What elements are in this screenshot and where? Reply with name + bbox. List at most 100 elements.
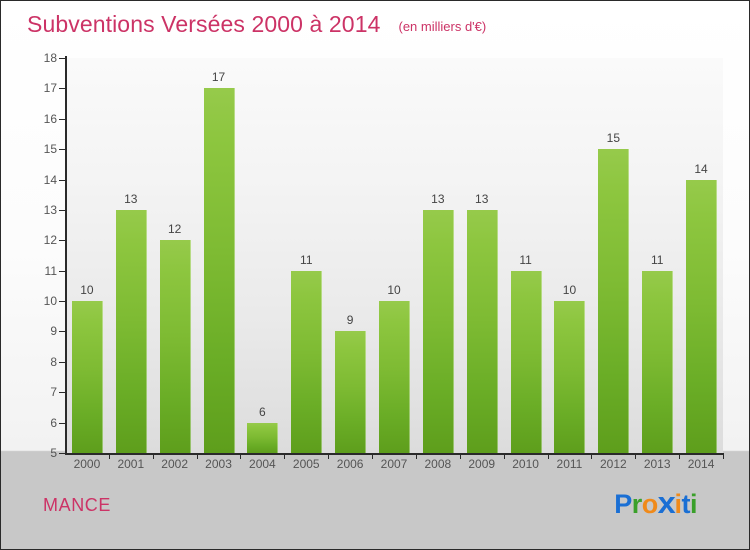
y-tick-label: 18 [43, 51, 57, 65]
bar[interactable] [642, 270, 674, 453]
logo-letter: i [689, 489, 698, 519]
x-tick-mark [240, 454, 241, 459]
y-axis-line [65, 56, 67, 454]
x-tick-label: 2011 [556, 457, 583, 471]
x-tick-mark [109, 454, 110, 459]
bar[interactable] [203, 88, 235, 453]
chart-footer: MANCE Proxiti [1, 479, 749, 549]
y-tick-mark [59, 392, 67, 394]
area-name-label: MANCE [43, 495, 112, 515]
bar-value-label: 15 [606, 131, 620, 146]
page-title: Subventions Versées 2000 à 2014 [27, 10, 381, 37]
x-tick-mark [284, 454, 285, 459]
y-tick-mark [59, 361, 67, 363]
y-tick-label: 15 [43, 142, 57, 157]
logo-letter: P [614, 489, 632, 519]
bar-value-label: 13 [124, 191, 138, 206]
y-tick-label: 5 [50, 446, 57, 460]
x-tick-label: 2008 [424, 457, 452, 471]
x-tick-label: 2010 [512, 457, 539, 471]
y-tick-label: 10 [43, 294, 57, 309]
bar-value-label: 11 [300, 252, 313, 267]
x-tick-label: 2013 [643, 457, 671, 471]
x-tick-label: 2002 [161, 457, 188, 471]
x-tick-label: 2001 [117, 457, 145, 471]
bar-value-label: 10 [387, 283, 401, 298]
x-tick-mark [504, 454, 505, 459]
y-axis-labels: 5 6 7 8 9 10 11 12 13 14 15 16 17 18 [1, 1, 57, 549]
y-tick-label: 6 [50, 415, 57, 430]
bar-value-label: 12 [167, 222, 182, 237]
x-tick-mark [723, 454, 724, 459]
bar-value-label: 11 [519, 252, 532, 267]
bar[interactable] [115, 209, 147, 453]
bar-value-label: 13 [475, 191, 489, 206]
chart-unit-label: (en milliers d'€) [398, 19, 487, 34]
bar-value-label: 13 [431, 191, 445, 206]
y-tick-label: 11 [44, 263, 57, 278]
y-tick-label: 8 [50, 354, 57, 369]
bar[interactable] [335, 331, 367, 453]
y-tick-label: 9 [50, 324, 57, 339]
x-tick-mark [679, 454, 680, 459]
bar[interactable] [422, 209, 454, 453]
bar[interactable] [247, 422, 279, 453]
y-tick-mark [59, 118, 67, 120]
y-tick-label: 12 [43, 233, 57, 248]
bar[interactable] [379, 301, 410, 453]
y-tick-mark [59, 301, 67, 303]
bar[interactable] [71, 301, 103, 453]
y-tick-mark [59, 331, 67, 333]
x-tick-label: 2000 [73, 457, 101, 471]
x-tick-mark [416, 454, 417, 459]
x-tick-mark [372, 454, 373, 459]
bar[interactable] [686, 179, 718, 453]
bar[interactable] [554, 301, 586, 453]
x-tick-label: 2009 [468, 457, 496, 471]
logo-letter: o [641, 489, 659, 519]
y-tick-mark [59, 453, 67, 454]
bar[interactable] [466, 209, 498, 453]
y-tick-label: 7 [50, 385, 57, 400]
x-tick-label: 2006 [336, 457, 364, 471]
bar-value-label: 17 [211, 70, 226, 85]
chart-header: Subventions Versées 2000 à 2014 (en mill… [1, 1, 749, 47]
y-tick-label: 17 [43, 81, 57, 96]
bar[interactable] [598, 149, 630, 453]
proxiti-logo[interactable]: Proxiti [614, 487, 697, 518]
bar-value-label: 10 [562, 283, 577, 298]
y-tick-mark [59, 149, 67, 151]
bar-value-label: 14 [694, 161, 708, 176]
x-tick-label: 2004 [249, 457, 276, 471]
y-tick-label: 13 [43, 202, 57, 217]
bar[interactable] [159, 240, 191, 453]
x-axis-line [65, 453, 724, 455]
x-tick-label: 2014 [687, 457, 715, 471]
bar-value-label: 11 [650, 252, 664, 267]
logo-letter: x [657, 485, 675, 520]
x-tick-label: 2007 [380, 457, 408, 471]
x-tick-mark [328, 454, 329, 459]
x-tick-mark [153, 454, 154, 459]
y-tick-mark [59, 240, 67, 242]
bar-value-label: 6 [259, 404, 266, 419]
x-tick-mark [197, 454, 198, 459]
y-tick-mark [59, 209, 67, 211]
y-tick-mark [59, 58, 67, 59]
y-tick-mark [59, 422, 67, 424]
y-tick-mark [59, 179, 67, 181]
bar-value-label: 9 [346, 313, 354, 328]
bar-value-label: 10 [80, 283, 94, 298]
x-tick-mark [635, 454, 636, 459]
logo-letter: t [681, 489, 690, 519]
x-tick-label: 2003 [205, 457, 232, 471]
bar[interactable] [510, 270, 542, 453]
x-tick-mark [460, 454, 461, 459]
y-tick-mark [59, 88, 67, 90]
x-tick-mark [591, 454, 592, 459]
y-tick-label: 16 [43, 111, 57, 126]
bar[interactable] [291, 270, 323, 453]
y-tick-label: 14 [43, 172, 57, 187]
x-tick-label: 2012 [599, 457, 627, 471]
